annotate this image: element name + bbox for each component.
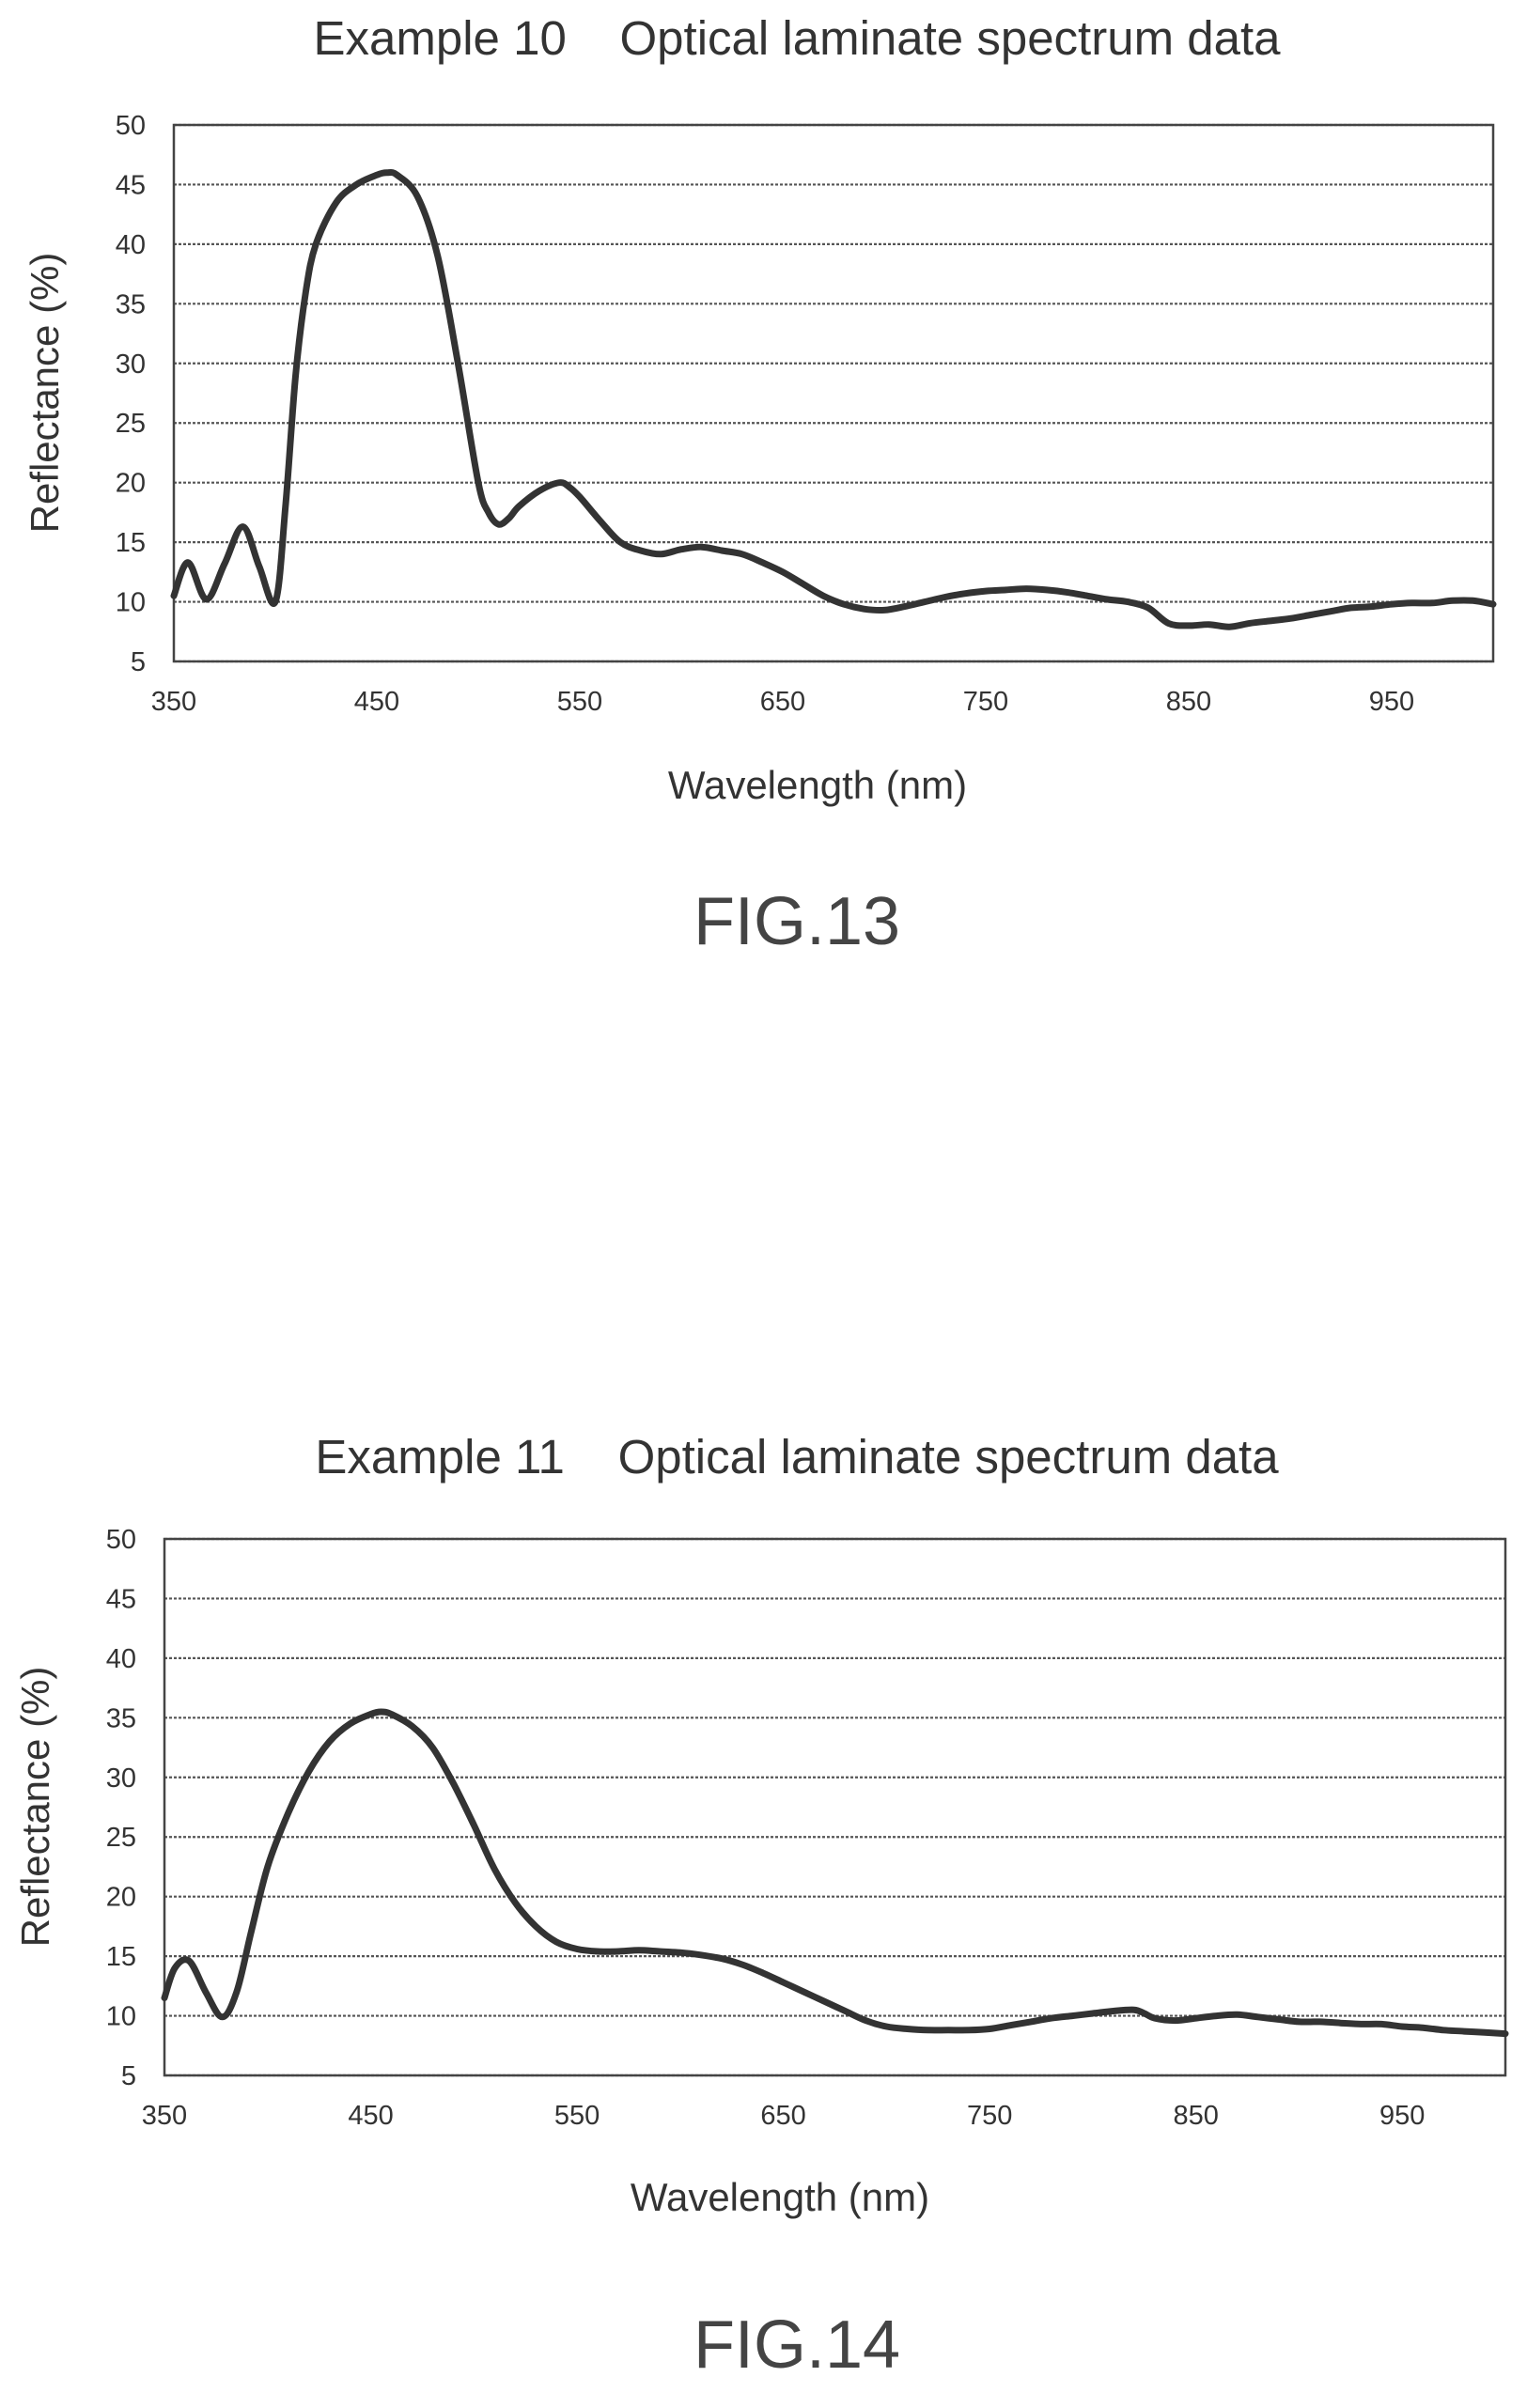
y-tick-label: 5 xyxy=(121,2061,136,2091)
x-tick-label: 350 xyxy=(151,687,196,717)
reflectance-curve xyxy=(170,168,1497,630)
y-tick-label: 15 xyxy=(116,528,146,558)
y-tick-label: 35 xyxy=(116,289,146,319)
chart-title: Example 11 Optical laminate spectrum dat… xyxy=(315,1430,1279,1484)
x-tick-label: 350 xyxy=(142,2101,187,2131)
y-tick-label: 50 xyxy=(106,1525,136,1555)
x-tick-label: 950 xyxy=(1379,2101,1425,2131)
x-tick-labels: 350 450 550 650 750 850 950 xyxy=(151,687,1414,717)
y-tick-label: 25 xyxy=(106,1823,136,1853)
x-axis-label: Wavelength (nm) xyxy=(631,2175,929,2219)
y-tick-label: 45 xyxy=(106,1584,136,1614)
y-tick-label: 30 xyxy=(106,1763,136,1794)
y-tick-label: 20 xyxy=(106,1883,136,1913)
x-tick-labels: 350 450 550 650 750 850 950 xyxy=(142,2101,1426,2131)
y-tick-label: 35 xyxy=(106,1703,136,1733)
x-tick-label: 450 xyxy=(348,2101,393,2131)
grid-lines xyxy=(174,123,1493,663)
reflectance-curve xyxy=(161,1708,1509,2038)
y-tick-label: 40 xyxy=(106,1644,136,1674)
x-tick-label: 750 xyxy=(963,687,1008,717)
figure-label: FIG.14 xyxy=(693,2307,900,2383)
chart-fig14: Example 11 Optical laminate spectrum dat… xyxy=(13,1430,1509,2383)
grid-lines xyxy=(164,1537,1505,2077)
x-tick-label: 450 xyxy=(354,687,399,717)
y-axis-label: Reflectance (%) xyxy=(23,253,67,534)
chart-fig13: Example 10 Optical laminate spectrum dat… xyxy=(23,11,1497,959)
y-tick-label: 5 xyxy=(131,647,146,677)
x-tick-label: 850 xyxy=(1173,2101,1218,2131)
y-tick-labels: 5 10 15 20 25 30 35 40 45 50 xyxy=(116,111,146,677)
x-tick-label: 750 xyxy=(967,2101,1012,2131)
x-tick-label: 550 xyxy=(554,2101,600,2131)
plot-frame xyxy=(163,1537,1507,2077)
x-tick-label: 550 xyxy=(557,687,602,717)
y-tick-label: 45 xyxy=(116,170,146,200)
y-tick-label: 10 xyxy=(116,588,146,618)
y-tick-label: 10 xyxy=(106,2002,136,2032)
y-tick-label: 25 xyxy=(116,409,146,439)
y-tick-label: 40 xyxy=(116,230,146,260)
y-tick-labels: 5 10 15 20 25 30 35 40 45 50 xyxy=(106,1525,136,2091)
y-tick-label: 50 xyxy=(116,111,146,141)
figure-label: FIG.13 xyxy=(693,884,900,959)
y-tick-label: 15 xyxy=(106,1942,136,1972)
x-tick-label: 650 xyxy=(760,687,805,717)
y-tick-label: 20 xyxy=(116,469,146,499)
plot-frame xyxy=(172,123,1495,663)
x-axis-label: Wavelength (nm) xyxy=(668,763,967,807)
x-tick-label: 950 xyxy=(1369,687,1414,717)
x-tick-label: 850 xyxy=(1166,687,1211,717)
chart-title: Example 10 Optical laminate spectrum dat… xyxy=(314,11,1282,65)
y-tick-label: 30 xyxy=(116,350,146,380)
y-axis-label: Reflectance (%) xyxy=(13,1667,57,1948)
x-tick-label: 650 xyxy=(760,2101,805,2131)
